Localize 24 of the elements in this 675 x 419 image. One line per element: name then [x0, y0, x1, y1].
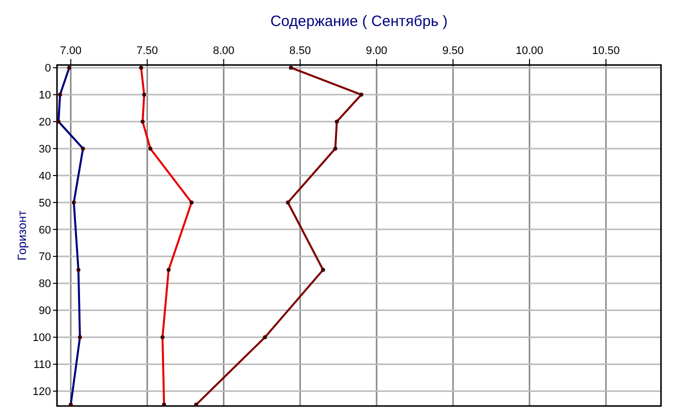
chart-title: Содержание ( Сентябрь ): [270, 13, 448, 30]
y-tick-label: 20: [38, 116, 51, 128]
y-tick-label: 40: [38, 170, 51, 182]
y-tick-label: 70: [38, 251, 51, 264]
y-tick-label: 110: [33, 359, 51, 372]
y-tick-label: 80: [38, 278, 51, 290]
y-tick-label: 50: [38, 197, 51, 210]
x-tick-label: 8.50: [289, 45, 311, 57]
x-tick-label: 9.00: [366, 45, 388, 57]
x-tick-label: 10.00: [516, 45, 544, 57]
x-tick-label: 9.50: [442, 45, 464, 57]
y-tick-label: 120: [32, 386, 51, 398]
y-tick-label: 30: [38, 143, 51, 156]
y-tick-label: 100: [32, 332, 51, 344]
x-tick-label: 7.00: [60, 45, 82, 57]
y-axis-title: Горизонт: [15, 210, 29, 260]
x-tick-label: 10.50: [592, 45, 620, 57]
x-tick-label: 8.00: [212, 45, 234, 57]
y-tick-label: 90: [38, 305, 51, 318]
line-series: [194, 66, 364, 407]
x-tick-label: 7.50: [136, 45, 158, 57]
y-tick-label: 10: [38, 90, 51, 102]
y-tick-label: 60: [38, 224, 51, 236]
y-tick-label: 0: [44, 62, 51, 75]
